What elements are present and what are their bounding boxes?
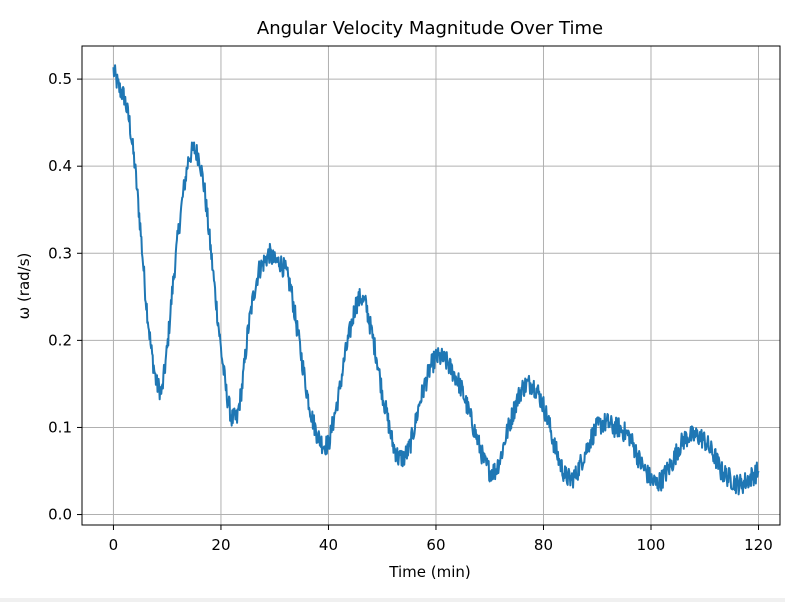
x-tick-label: 100 — [637, 536, 666, 554]
y-tick-label: 0.1 — [48, 418, 72, 436]
x-axis-ticks: 0 20 40 60 80 100 120 — [109, 525, 773, 554]
x-tick-label: 20 — [211, 536, 230, 554]
y-tick-label: 0.2 — [48, 331, 72, 349]
x-tick-label: 60 — [426, 536, 445, 554]
y-axis-ticks: 0.0 0.1 0.2 0.3 0.4 0.5 — [48, 70, 82, 524]
x-tick-label: 80 — [534, 536, 553, 554]
series-line — [112, 64, 760, 496]
x-tick-label: 120 — [744, 536, 773, 554]
x-tick-label: 40 — [319, 536, 338, 554]
x-axis-label: Time (min) — [388, 563, 470, 581]
chart-title: Angular Velocity Magnitude Over Time — [257, 18, 603, 39]
grid-lines — [82, 46, 780, 525]
y-tick-label: 0.4 — [48, 157, 72, 175]
y-axis-label: ω (rad/s) — [15, 253, 33, 320]
plot-frame — [81, 45, 781, 526]
series-group — [112, 64, 760, 496]
y-tick-label: 0.0 — [48, 506, 72, 524]
bottom-strip — [0, 598, 785, 602]
x-tick-label: 0 — [109, 536, 119, 554]
y-tick-label: 0.5 — [48, 70, 72, 88]
y-tick-label: 0.3 — [48, 244, 72, 262]
